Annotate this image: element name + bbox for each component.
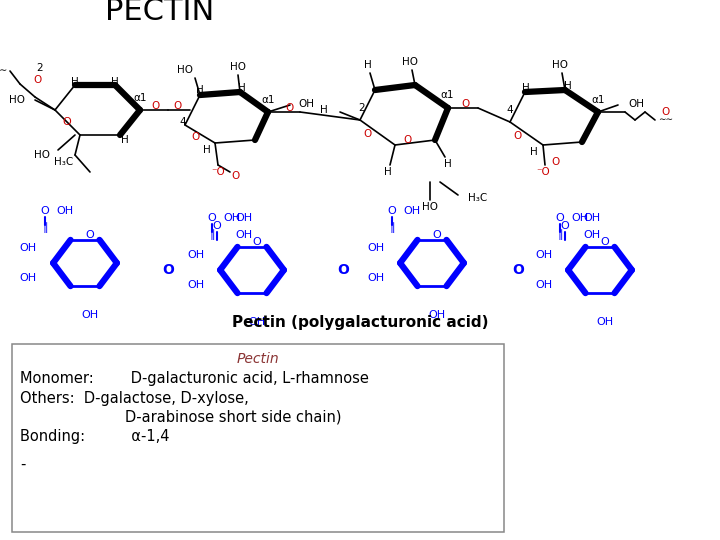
Text: Others:  D-galactose, D-xylose,: Others: D-galactose, D-xylose, — [20, 392, 248, 407]
Text: D-arabinose short side chain): D-arabinose short side chain) — [125, 409, 341, 424]
Text: OH: OH — [20, 273, 37, 283]
Text: OH: OH — [428, 310, 446, 320]
Text: HO: HO — [422, 202, 438, 212]
Text: O: O — [512, 263, 524, 277]
Text: H: H — [384, 167, 392, 177]
Text: H₃C: H₃C — [468, 193, 487, 203]
Text: OH: OH — [583, 213, 600, 223]
Text: O: O — [600, 237, 609, 247]
Text: O: O — [86, 230, 94, 240]
Text: OH: OH — [187, 250, 204, 260]
Text: ∥: ∥ — [557, 230, 563, 240]
Text: O: O — [286, 103, 294, 113]
Text: ⁻O: ⁻O — [211, 167, 225, 177]
Text: HO: HO — [34, 150, 50, 160]
Text: OH: OH — [367, 273, 384, 283]
Text: PECTIN: PECTIN — [105, 0, 215, 26]
Text: 4: 4 — [180, 117, 186, 127]
Text: O: O — [253, 237, 261, 247]
Text: O: O — [462, 99, 470, 109]
Text: α1: α1 — [133, 93, 147, 103]
Text: O: O — [556, 213, 564, 223]
Text: Bonding:          α-1,4: Bonding: α-1,4 — [20, 429, 169, 444]
Text: ∥: ∥ — [42, 222, 48, 233]
Text: OH: OH — [535, 280, 552, 290]
Text: OH: OH — [81, 310, 99, 320]
Text: O: O — [404, 135, 412, 145]
Text: HO: HO — [230, 62, 246, 72]
Text: OH: OH — [235, 230, 253, 240]
Text: O: O — [514, 131, 522, 141]
Text: 4: 4 — [507, 105, 513, 115]
Text: H: H — [203, 145, 211, 155]
Text: ∼∼: ∼∼ — [658, 116, 673, 125]
Text: α1: α1 — [591, 95, 605, 105]
Text: O: O — [433, 230, 441, 240]
Text: OH: OH — [298, 99, 314, 109]
Text: O: O — [162, 263, 174, 277]
Text: O: O — [152, 101, 160, 111]
Text: H: H — [111, 77, 119, 87]
Text: O: O — [63, 117, 71, 127]
Text: HO: HO — [9, 95, 25, 105]
Text: α1: α1 — [440, 90, 454, 100]
Text: ⁻O: ⁻O — [536, 167, 550, 177]
Text: H: H — [238, 83, 246, 93]
Text: ∥: ∥ — [210, 230, 215, 240]
Text: 2: 2 — [359, 103, 365, 113]
Text: OH: OH — [535, 250, 552, 260]
Text: ∼∼: ∼∼ — [0, 65, 8, 75]
Text: O: O — [40, 206, 50, 216]
Text: O: O — [551, 157, 559, 167]
Text: OH: OH — [223, 213, 240, 223]
Text: O: O — [207, 213, 217, 223]
Text: OH: OH — [20, 243, 37, 253]
Text: H: H — [196, 85, 204, 95]
Text: O: O — [337, 263, 349, 277]
Text: OH: OH — [583, 230, 600, 240]
Text: -: - — [20, 456, 25, 471]
Text: O: O — [364, 129, 372, 139]
Text: H: H — [121, 135, 129, 145]
Text: OH: OH — [596, 317, 613, 327]
Text: O: O — [387, 206, 397, 216]
Text: 2: 2 — [37, 63, 43, 73]
Text: OH: OH — [572, 213, 588, 223]
Text: H: H — [522, 83, 530, 93]
Text: OH: OH — [248, 317, 266, 327]
FancyBboxPatch shape — [12, 344, 504, 532]
Text: H₃C: H₃C — [54, 157, 73, 167]
Text: OH: OH — [187, 280, 204, 290]
Text: O: O — [661, 107, 669, 117]
Text: O: O — [174, 101, 182, 111]
Text: O: O — [231, 171, 239, 181]
Text: O: O — [212, 221, 221, 231]
Text: OH: OH — [403, 206, 420, 216]
Text: ∥: ∥ — [390, 222, 395, 233]
Text: OH: OH — [367, 243, 384, 253]
Text: H: H — [530, 147, 538, 157]
Text: H: H — [564, 81, 572, 91]
Text: H: H — [320, 105, 328, 115]
Text: O: O — [34, 75, 42, 85]
Text: OH: OH — [235, 213, 253, 223]
Text: O: O — [561, 221, 570, 231]
Text: H: H — [444, 159, 452, 169]
Text: HO: HO — [552, 60, 568, 70]
Text: Pectin: Pectin — [237, 352, 279, 366]
Text: H: H — [71, 77, 79, 87]
Text: HO: HO — [177, 65, 193, 75]
Text: H: H — [364, 60, 372, 70]
Text: Pectin (polygalacturonic acid): Pectin (polygalacturonic acid) — [232, 314, 488, 329]
Text: OH: OH — [56, 206, 73, 216]
Text: O: O — [191, 132, 199, 142]
Text: Monomer:        D-galacturonic acid, L-rhamnose: Monomer: D-galacturonic acid, L-rhamnose — [20, 372, 369, 387]
Text: HO: HO — [402, 57, 418, 67]
Text: OH: OH — [628, 99, 644, 109]
Text: α1: α1 — [261, 95, 275, 105]
